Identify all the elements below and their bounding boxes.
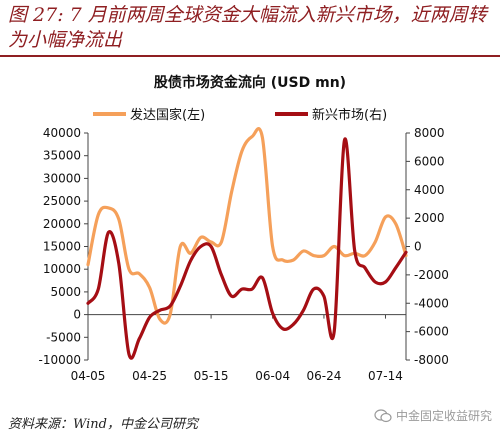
x-tick-label: 05-15 xyxy=(194,369,229,383)
left-tick-label: 40000 xyxy=(43,126,81,140)
left-tick-label: 25000 xyxy=(43,194,81,208)
x-tick-label: 04-05 xyxy=(71,369,106,383)
chart-title: 股债市场资金流向 (USD mn) xyxy=(154,74,346,91)
right-tick-label: -2000 xyxy=(414,268,449,282)
right-tick-label: -4000 xyxy=(414,296,449,310)
wechat-icon xyxy=(374,408,392,422)
left-tick-label: 30000 xyxy=(43,171,81,185)
left-axis: -10000 -5000 0 5000 10000 15000 20000 25000 3000… xyxy=(38,126,88,367)
left-tick-label: -10000 xyxy=(38,353,81,367)
watermark: 中金固定收益研究 xyxy=(374,407,492,424)
legend-label-developed: 发达国家(左) xyxy=(130,107,205,123)
left-tick-label: 5000 xyxy=(50,285,81,299)
right-tick-label: 2000 xyxy=(414,211,445,225)
right-tick-label: 8000 xyxy=(414,126,445,140)
flow-line-chart: 股债市场资金流向 (USD mn) 发达国家(左) 新兴市场(右) -10000… xyxy=(38,74,449,383)
series-line-developed xyxy=(86,126,408,325)
x-tick-label: 06-04 xyxy=(255,369,290,383)
legend: 发达国家(左) 新兴市场(右) xyxy=(93,107,387,123)
left-tick-label: 10000 xyxy=(43,262,81,276)
right-tick-label: -8000 xyxy=(414,353,449,367)
plot-frame xyxy=(87,133,407,360)
x-tick-label: 04-25 xyxy=(132,369,167,383)
caption-rule xyxy=(0,55,500,57)
watermark-text: 中金固定收益研究 xyxy=(395,409,492,423)
right-tick-label: -6000 xyxy=(414,325,449,339)
x-axis: 04-05 04-25 05-15 06-04 06-24 07-14 xyxy=(71,314,403,383)
left-tick-label: 15000 xyxy=(43,240,81,254)
figure-caption: 图 27: 7 月前两周全球资金大幅流入新兴市场，近两周转为小幅净流出 xyxy=(8,4,487,51)
left-tick-label: 0 xyxy=(73,308,81,322)
x-tick-label: 06-24 xyxy=(306,369,341,383)
right-tick-label: 4000 xyxy=(414,183,445,197)
legend-label-emerging: 新兴市场(右) xyxy=(312,107,387,123)
left-tick-label: 20000 xyxy=(43,217,81,231)
series-line-emerging xyxy=(86,137,408,360)
right-axis: -8000 -6000 -4000 -2000 0 2000 4000 6000 8000 xyxy=(406,126,449,367)
series-layer xyxy=(86,126,408,360)
left-tick-label: -5000 xyxy=(46,330,81,344)
right-tick-label: 0 xyxy=(414,240,422,254)
right-tick-label: 6000 xyxy=(414,154,445,168)
x-tick-label: 07-14 xyxy=(368,369,403,383)
left-tick-label: 35000 xyxy=(43,149,81,163)
source-note: 资料来源：Wind，中金公司研究 xyxy=(8,417,198,432)
